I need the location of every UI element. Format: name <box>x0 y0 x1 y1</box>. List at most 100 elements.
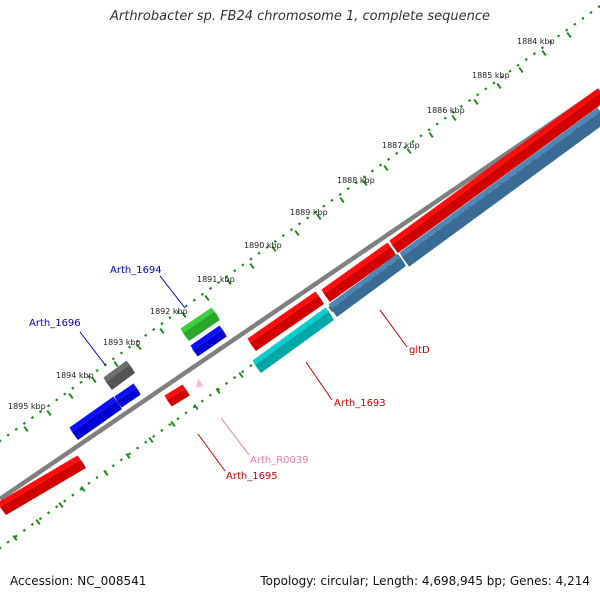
track-dot <box>135 446 140 450</box>
major-tick <box>541 49 547 57</box>
track-dot <box>403 145 407 150</box>
track-dot <box>273 239 277 244</box>
track-dot <box>346 187 350 191</box>
label-layer: 1884 kbp 1885 kbp 1886 kbp 1887 kbp 1888 kbp… <box>8 37 555 482</box>
track-dot <box>71 386 75 390</box>
tick-label: 1886 kbp <box>427 106 465 115</box>
major-tick <box>125 452 131 460</box>
gene-end-face <box>315 291 324 305</box>
track-dot <box>14 427 18 431</box>
gene-label-arth-1694: Arth_1694 <box>110 265 186 309</box>
track-dot <box>143 440 148 444</box>
track-dot <box>30 415 35 420</box>
gene-label-text: Arth_R0039 <box>250 455 309 466</box>
gene-top-face <box>0 455 80 507</box>
gene-end-face <box>219 325 227 337</box>
gene-front-face <box>402 112 600 267</box>
major-tick <box>215 387 221 395</box>
track-dot <box>38 517 43 521</box>
track-dot <box>484 87 488 91</box>
gene-bar-blue <box>190 325 227 357</box>
track-dot <box>95 368 99 373</box>
major-tick <box>294 229 300 237</box>
track-dot <box>306 216 310 220</box>
gene-end-face <box>211 307 220 321</box>
track-dot <box>160 428 164 433</box>
track-dot <box>127 452 132 456</box>
gene-bar-gray <box>103 360 135 391</box>
gene-top-face <box>321 242 390 294</box>
track-dot <box>176 417 180 421</box>
track-dot <box>427 128 431 132</box>
track-dot <box>370 169 375 173</box>
tick-label: 1888 kbp <box>337 176 375 185</box>
topology-summary: Topology: circular; Length: 4,698,945 bp… <box>260 574 590 588</box>
gene-front-face <box>193 330 227 357</box>
gene-front-face <box>167 389 190 407</box>
tick-label: 1895 kbp <box>8 402 46 411</box>
track-dot <box>38 410 43 414</box>
track-dot <box>127 345 132 349</box>
track-dot <box>225 275 229 279</box>
track-dot <box>184 304 188 308</box>
track-dot <box>289 228 294 232</box>
gene-label-arth-1695: Arth_1695 <box>197 433 278 482</box>
rna-marker-pink <box>196 378 203 388</box>
major-tick <box>46 409 52 417</box>
track-dot <box>46 511 51 515</box>
major-tick <box>35 518 41 526</box>
gene-front-face <box>106 365 135 391</box>
gene-bar-blue <box>69 396 122 441</box>
leader-line <box>220 417 250 456</box>
gene-front-face <box>72 401 122 441</box>
gene-top-face <box>252 307 328 365</box>
tick-label: 1887 kbp <box>382 141 420 150</box>
track-dot <box>241 263 245 267</box>
gene-front-face <box>250 296 324 352</box>
track-dot <box>581 16 585 20</box>
track-dot <box>200 292 205 296</box>
gene-front-face <box>117 388 141 408</box>
track-dot <box>176 310 180 314</box>
track-dot <box>467 98 472 103</box>
leader-line <box>159 275 186 309</box>
major-tick <box>473 98 479 106</box>
gene-end-face <box>126 360 135 374</box>
gene-label-text: gltD <box>409 345 430 356</box>
major-tick <box>518 66 524 74</box>
tick-label: 1894 kbp <box>56 371 94 380</box>
backbone-line <box>0 88 600 501</box>
track-dot <box>79 487 83 491</box>
track-dot <box>119 351 124 355</box>
gene-front-face <box>0 460 86 516</box>
gene-end-face <box>325 307 334 321</box>
track-dot <box>184 411 188 415</box>
track-dot <box>362 175 366 179</box>
track-dot <box>152 434 156 438</box>
gene-label-text: Arth_1695 <box>226 471 278 482</box>
track-dot <box>249 364 253 368</box>
track-dot <box>508 69 512 73</box>
track-dot <box>136 339 140 343</box>
track-dot <box>573 22 577 26</box>
track-dot <box>411 140 415 144</box>
track-dot <box>395 151 399 155</box>
track-dot <box>168 316 172 320</box>
major-tick <box>428 131 434 139</box>
track-dot <box>443 116 447 120</box>
gene-bar-green <box>180 307 220 342</box>
track-dot <box>565 28 569 32</box>
major-tick <box>159 327 165 335</box>
gene-label-arth-1696: Arth_1696 <box>29 318 107 367</box>
tick-label: 1891 kbp <box>197 275 235 284</box>
track-dot <box>330 198 334 202</box>
major-tick <box>566 31 572 39</box>
track-dot <box>459 104 464 109</box>
track-dot <box>160 322 164 326</box>
track-dot <box>548 40 553 44</box>
track-dot <box>216 280 221 285</box>
track-dot <box>524 57 528 62</box>
gene-end-face <box>182 384 190 396</box>
track-dot <box>111 464 115 468</box>
